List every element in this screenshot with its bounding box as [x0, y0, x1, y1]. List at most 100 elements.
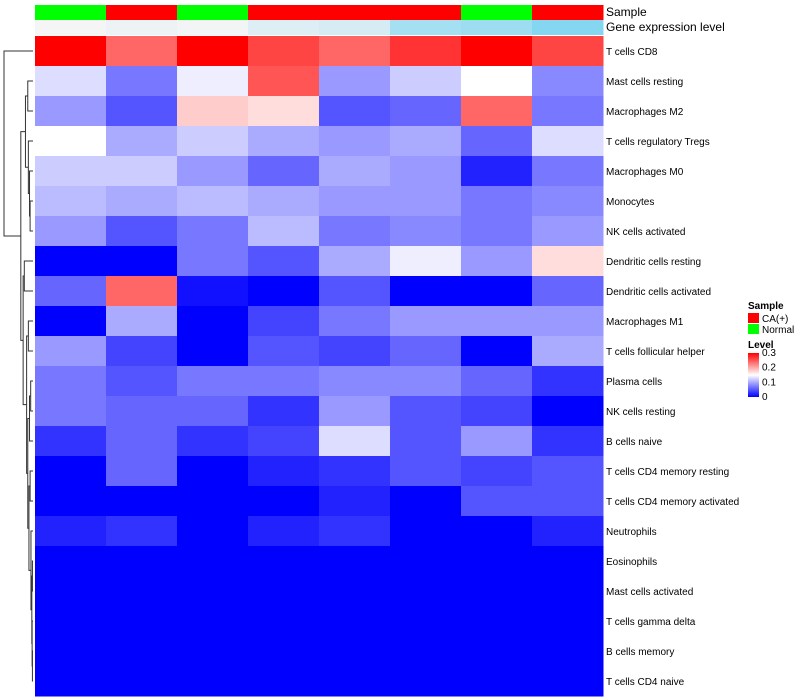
- heatmap-cell: [390, 516, 462, 547]
- heatmap-cell: [248, 36, 320, 67]
- heatmap-cell: [177, 156, 249, 187]
- row-label: T cells CD4 memory activated: [606, 497, 739, 508]
- legend: Sample CA(+) Normal Level 0.3 0.2 0.1 0: [748, 301, 794, 403]
- legend-level-title: Level: [748, 340, 774, 351]
- heatmap-cell: [35, 456, 107, 487]
- heatmap-cell: [532, 516, 604, 547]
- sample-annotation-cell: [532, 5, 604, 20]
- sample-annotation-cell: [177, 5, 249, 20]
- row-labels: T cells CD8 Mast cells resting Macrophages…: [606, 47, 739, 688]
- heatmap-cell: [532, 426, 604, 457]
- row-label: Mast cells activated: [606, 587, 693, 598]
- dendrogram-branch: [3, 50, 33, 237]
- heatmap-cell: [106, 576, 178, 607]
- row-label: B cells memory: [606, 647, 674, 658]
- heatmap-cell: [35, 276, 107, 307]
- heatmap-cell: [461, 336, 533, 367]
- heatmap-cell: [35, 336, 107, 367]
- heatmap-cell: [35, 186, 107, 217]
- heatmap-cell: [461, 306, 533, 337]
- heatmap-cell: [177, 426, 249, 457]
- heatmap-cell: [106, 486, 178, 517]
- heatmap-cell: [319, 126, 391, 157]
- row-label: Mast cells resting: [606, 77, 683, 88]
- row-label: B cells naive: [606, 437, 663, 448]
- heatmap-cell: [319, 66, 391, 97]
- heatmap-cell: [319, 246, 391, 277]
- heatmap-cell: [106, 36, 178, 67]
- heatmap-cell: [532, 306, 604, 337]
- heatmap-cell: [106, 126, 178, 157]
- heatmap-cell: [106, 156, 178, 187]
- gene-annotation-title: Gene expression level: [606, 20, 725, 34]
- heatmap-cell: [106, 246, 178, 277]
- row-label: Eosinophils: [606, 557, 657, 568]
- legend-label-ca: CA(+): [762, 314, 788, 325]
- gene-annotation-cell: [248, 20, 320, 35]
- heatmap-cell: [532, 636, 604, 667]
- heatmap-cell: [35, 486, 107, 517]
- row-label: NK cells resting: [606, 407, 675, 418]
- heatmap-cell: [35, 636, 107, 667]
- heatmap-cell: [35, 216, 107, 247]
- heatmap-cell: [35, 156, 107, 187]
- heatmap-cell: [319, 486, 391, 517]
- heatmap-cell: [532, 186, 604, 217]
- heatmap-cell: [532, 66, 604, 97]
- heatmap-cell: [35, 96, 107, 127]
- heatmap-cell: [390, 576, 462, 607]
- dendrogram-branch: [31, 560, 33, 592]
- heatmap-cell: [319, 546, 391, 577]
- heatmap-cell: [461, 636, 533, 667]
- heatmap-cell: [319, 306, 391, 337]
- heatmap-cell: [248, 216, 320, 247]
- heatmap-cell: [177, 186, 249, 217]
- heatmap-cell: [248, 516, 320, 547]
- heatmap-cell: [532, 216, 604, 247]
- heatmap-cell: [177, 546, 249, 577]
- heatmap-cell: [248, 96, 320, 127]
- heatmap-cell: [177, 276, 249, 307]
- heatmap-cell: [35, 306, 107, 337]
- heatmap-cell: [248, 456, 320, 487]
- heatmap-cell: [390, 396, 462, 427]
- heatmap-cell: [177, 666, 249, 697]
- heatmap-cell: [177, 516, 249, 547]
- heatmap-cell: [461, 666, 533, 697]
- row-label: Dendritic cells activated: [606, 287, 711, 298]
- heatmap-cell: [248, 396, 320, 427]
- heatmap-cell: [461, 576, 533, 607]
- heatmap-cell: [532, 486, 604, 517]
- dendrogram-branch: [27, 80, 33, 112]
- heatmap-cell: [319, 366, 391, 397]
- dendrogram-branch: [29, 470, 33, 502]
- row-label: T cells gamma delta: [606, 617, 696, 628]
- heatmap-cell: [35, 426, 107, 457]
- row-label: NK cells activated: [606, 227, 685, 238]
- heatmap-cell: [35, 516, 107, 547]
- legend-swatch-normal: [748, 324, 759, 334]
- heatmap-cell: [390, 456, 462, 487]
- heatmap-cell: [461, 66, 533, 97]
- heatmap-cell: [532, 156, 604, 187]
- dendrogram-branch: [30, 380, 33, 412]
- heatmap-cell: [319, 186, 391, 217]
- dendrogram-branch: [27, 320, 33, 352]
- heatmap-cell: [248, 306, 320, 337]
- sample-annotation-cell: [390, 5, 462, 20]
- heatmap-cell: [177, 216, 249, 247]
- heatmap-cell: [390, 426, 462, 457]
- heatmap-cell: [35, 66, 107, 97]
- heatmap-cell: [390, 126, 462, 157]
- legend-label-normal: Normal: [762, 325, 794, 336]
- dendrogram-branch: [29, 395, 33, 442]
- heatmap-cell: [35, 36, 107, 67]
- gene-annotation-cell: [532, 20, 604, 35]
- heatmap-cell: [461, 456, 533, 487]
- heatmap-cell: [461, 486, 533, 517]
- gene-annotation-cell: [390, 20, 462, 35]
- heatmap-cell: [390, 216, 462, 247]
- heatmap-cell: [319, 336, 391, 367]
- heatmap-cell: [532, 336, 604, 367]
